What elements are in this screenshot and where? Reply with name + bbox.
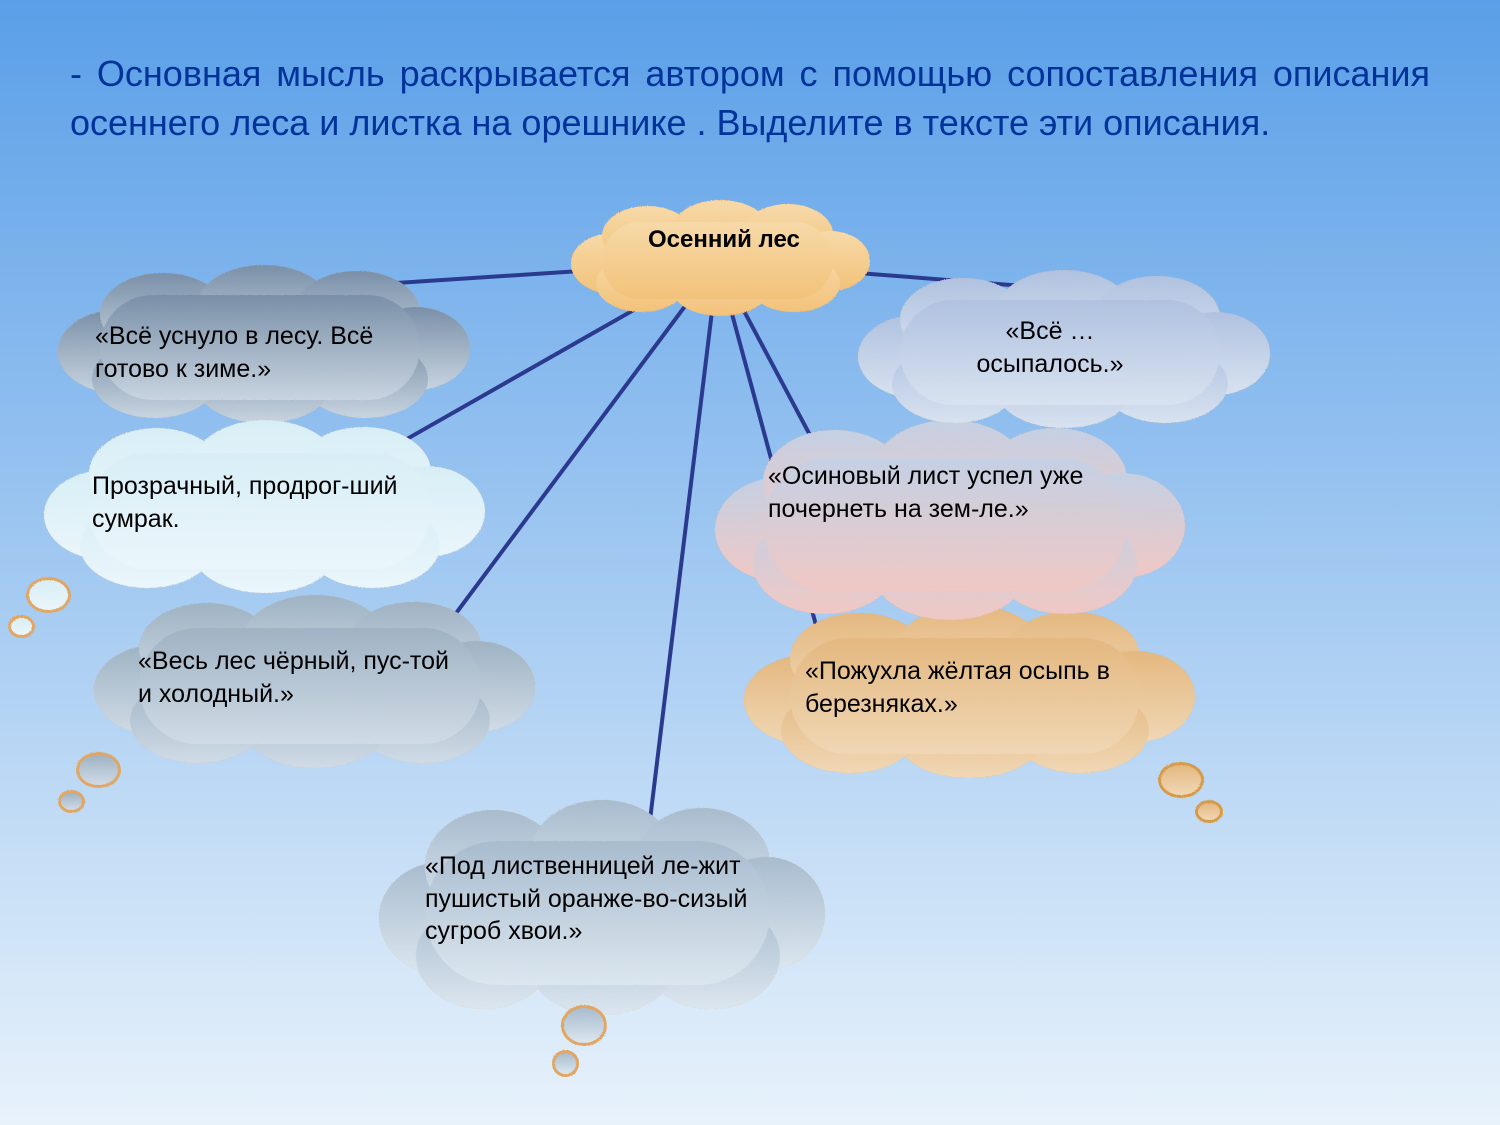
- cloud-label-center: Осенний лес: [648, 224, 818, 255]
- connector-n3: [445, 262, 718, 628]
- cloud-label-n3: «Весь лес чёрный, пус-той и холодный.»: [138, 645, 458, 710]
- cloud-label-n4: «Под лиственницей ле-жит пушистый оранже…: [425, 850, 755, 948]
- cloud-label-n6: «Осиновый лист успел уже почернеть на зе…: [768, 460, 1108, 525]
- slide-stage: - Основная мысль раскрывается автором с …: [0, 0, 1500, 1125]
- cloud-label-n1: «Всё уснуло в лесу. Всё готово к зиме.»: [95, 320, 400, 385]
- cloud-label-n2: Прозрачный, продрог-ший сумрак.: [92, 470, 412, 535]
- slide-heading: - Основная мысль раскрывается автором с …: [70, 50, 1430, 147]
- cloud-label-n5: «Пожухла жёлтая осыпь в березняках.»: [805, 655, 1125, 720]
- cloud-label-n7: «Всё … осыпалось.»: [950, 315, 1150, 380]
